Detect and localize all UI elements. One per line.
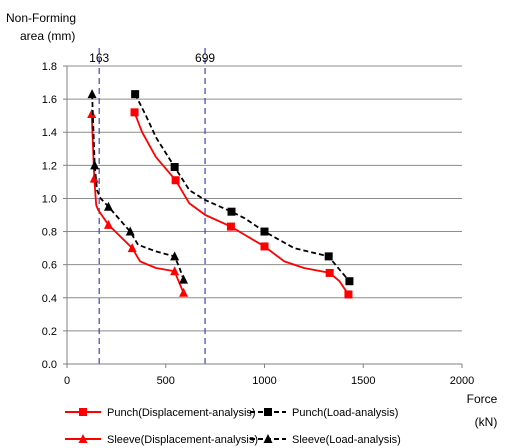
data-point	[179, 274, 189, 284]
grid-lines	[67, 65, 462, 332]
data-point	[170, 162, 179, 171]
x-axis-label-line-2: (kN)	[475, 415, 498, 429]
legend-label: Punch(Load-analysis)	[292, 407, 398, 419]
data-point	[170, 251, 180, 261]
y-tick-label: 0.2	[42, 326, 57, 338]
legend: Punch(Displacement-analysis) Punch(Load-a…	[65, 407, 401, 446]
legend-label: Punch(Displacement-analysis)	[107, 407, 256, 419]
y-tick-label: 1.2	[42, 160, 57, 172]
legend-item-sleeve-load-analysis: Sleeve(Load-analysis)	[250, 434, 401, 446]
x-tick-label: 500	[157, 375, 175, 387]
data-point	[127, 243, 137, 253]
series-sleeve-displacement-analysis	[87, 109, 189, 297]
reference-label-163: 163	[89, 51, 109, 65]
data-point	[89, 173, 99, 183]
data-series	[87, 89, 354, 299]
y-tick-label: 1.0	[42, 193, 57, 205]
data-point	[325, 268, 334, 277]
x-tick-label: 1500	[351, 375, 375, 387]
x-tick-label: 2000	[450, 375, 474, 387]
y-axis-label-line-2: area (mm)	[20, 29, 75, 43]
data-point	[171, 176, 180, 185]
data-point	[90, 160, 100, 170]
y-tick-label: 1.8	[42, 61, 57, 73]
y-tick-label: 1.6	[42, 94, 57, 106]
data-point	[260, 242, 269, 251]
data-point	[130, 108, 139, 117]
data-point	[170, 266, 180, 276]
x-axis-label: Force (kN)	[467, 392, 498, 429]
series-sleeve-load-analysis	[87, 89, 189, 284]
data-point	[324, 252, 333, 261]
legend-marker	[78, 434, 88, 443]
reference-label-699: 699	[195, 51, 215, 65]
series-line	[133, 112, 350, 296]
series-punch-load-analysis	[131, 90, 354, 286]
data-point	[103, 201, 113, 211]
data-point	[179, 287, 189, 297]
reference-lines: 163 699	[89, 48, 215, 364]
series-punch-displacement-analysis	[130, 108, 353, 299]
data-point	[87, 89, 97, 99]
y-axis-label: Non-Forming area (mm)	[6, 11, 76, 43]
x-axis-label-line-1: Force	[467, 392, 498, 406]
legend-label: Sleeve(Load-analysis)	[292, 434, 401, 446]
legend-marker	[263, 434, 273, 443]
y-tick-label: 0.8	[42, 227, 57, 239]
data-point	[260, 227, 269, 236]
x-tick-label: 1000	[252, 375, 276, 387]
data-point	[125, 226, 135, 236]
data-point	[226, 222, 235, 231]
data-point	[345, 277, 354, 286]
y-tick-label: 0.6	[42, 260, 57, 272]
data-point	[344, 290, 353, 299]
axes: 0.0 0.2 0.4 0.6 0.8 1.0 1.2 1.4 1.6 1.8 0 500 1000 15…	[42, 61, 475, 387]
x-tick-label: 0	[64, 375, 70, 387]
y-tick-label: 1.4	[42, 127, 57, 139]
legend-marker	[79, 408, 87, 416]
legend-marker	[264, 408, 272, 416]
series-line	[134, 93, 351, 282]
y-tick-label: 0.4	[42, 293, 57, 305]
legend-label: Sleeve(Displacement-analysis)	[107, 434, 258, 446]
data-point	[131, 90, 140, 99]
data-point	[87, 109, 97, 119]
data-point	[103, 219, 113, 229]
y-axis-label-line-1: Non-Forming	[6, 11, 76, 25]
y-tick-label: 0.0	[42, 359, 57, 371]
legend-item-punch-load-analysis: Punch(Load-analysis)	[250, 407, 398, 419]
data-point	[227, 207, 236, 216]
legend-item-punch-displacement-analysis: Punch(Displacement-analysis)	[65, 407, 256, 419]
legend-item-sleeve-displacement-analysis: Sleeve(Displacement-analysis)	[65, 434, 258, 446]
